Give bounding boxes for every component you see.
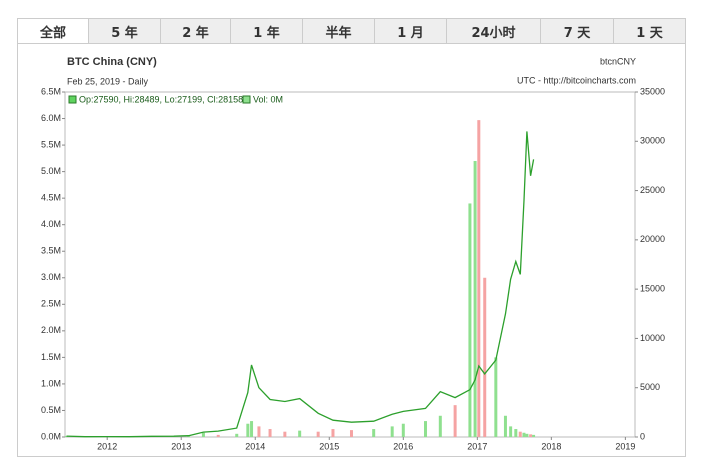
source: UTC - http://bitcoincharts.com [517, 75, 636, 85]
volume-bar [235, 433, 239, 437]
y2-tick-label: 35000 [640, 86, 665, 96]
y-tick-label: 5.0M [41, 166, 61, 176]
tab[interactable]: 全部 [17, 18, 88, 44]
y-tick-label: 1.5M [41, 352, 61, 362]
volume-bar [283, 431, 287, 437]
volume-bar [473, 161, 477, 437]
y-tick-label: 6.0M [41, 113, 61, 123]
x-tick-label: 2018 [541, 441, 561, 451]
y2-tick-label: 20000 [640, 234, 665, 244]
volume-bar [298, 430, 302, 437]
volume-bar [522, 432, 526, 437]
volume-bar [453, 405, 457, 437]
y-tick-label: 0.5M [41, 405, 61, 415]
volume-bar [529, 434, 533, 437]
volume-bar [424, 421, 428, 437]
volume-bar [503, 415, 507, 437]
volume-bar [268, 429, 272, 437]
x-tick-label: 2012 [97, 441, 117, 451]
volume-bar [349, 430, 353, 437]
volume-bar [201, 432, 205, 437]
volume-bar [316, 431, 320, 437]
y-tick-label: 5.5M [41, 139, 61, 149]
tab[interactable]: 5 年 [88, 18, 160, 44]
volume-bar [257, 426, 261, 437]
chart-subtitle: Feb 25, 2019 - Daily [67, 76, 149, 86]
tab[interactable]: 1 月 [374, 18, 446, 44]
volume-bar [401, 423, 405, 437]
x-tick-label: 2019 [615, 441, 635, 451]
tab[interactable]: 7 天 [540, 18, 613, 44]
chart-frame [17, 43, 686, 457]
volume-bar [518, 431, 522, 437]
tab[interactable]: 1 天 [613, 18, 686, 44]
volume-bar [532, 434, 536, 437]
volume-bar [525, 433, 529, 437]
y-tick-label: 6.5M [41, 86, 61, 96]
volume-bar [250, 421, 254, 437]
volume-bar [390, 426, 394, 437]
y-tick-label: 2.5M [41, 299, 61, 309]
tab[interactable]: 2 年 [160, 18, 230, 44]
y-tick-label: 3.0M [41, 272, 61, 282]
price-line [66, 131, 535, 438]
volume-bar [64, 435, 68, 437]
y-tick-label: 4.5M [41, 193, 61, 203]
volume-bar [246, 423, 250, 437]
chart-title: BTC China (CNY) [67, 56, 157, 68]
volume-bar [438, 415, 442, 437]
volume-bar [331, 429, 335, 437]
x-tick-label: 2015 [319, 441, 339, 451]
volume-bar [477, 120, 481, 437]
plot-area [64, 91, 636, 438]
volume-bar [514, 429, 518, 437]
y2-tick-label: 30000 [640, 136, 665, 146]
x-tick-label: 2016 [393, 441, 413, 451]
volume-bar [216, 434, 220, 437]
y-tick-label: 1.0M [41, 378, 61, 388]
ohlc-legend: Op:27590, Hi:28489, Lo:27199, Cl:28158 [79, 94, 243, 104]
y-tick-label: 2.0M [41, 325, 61, 335]
legend-swatch [242, 95, 251, 104]
y2-tick-label: 0 [640, 431, 645, 441]
tab[interactable]: 半年 [302, 18, 374, 44]
y-tick-label: 3.5M [41, 246, 61, 256]
symbol: btcnCNY [600, 56, 636, 66]
y-tick-label: 0.0M [41, 431, 61, 441]
y2-tick-label: 25000 [640, 185, 665, 195]
volume-bar [483, 277, 487, 437]
volume-bar [509, 426, 513, 437]
x-tick-label: 2017 [467, 441, 487, 451]
volume-legend: Vol: 0M [253, 94, 283, 104]
volume-bar [187, 435, 191, 437]
x-tick-label: 2014 [245, 441, 265, 451]
y-tick-label: 4.0M [41, 219, 61, 229]
volume-bar [494, 357, 498, 437]
legend-swatch [68, 95, 77, 104]
x-tick-label: 2013 [171, 441, 191, 451]
y2-tick-label: 10000 [640, 333, 665, 343]
volume-bar [468, 203, 472, 437]
y2-tick-label: 15000 [640, 284, 665, 294]
y2-tick-label: 5000 [640, 382, 660, 392]
volume-bar [372, 429, 376, 437]
